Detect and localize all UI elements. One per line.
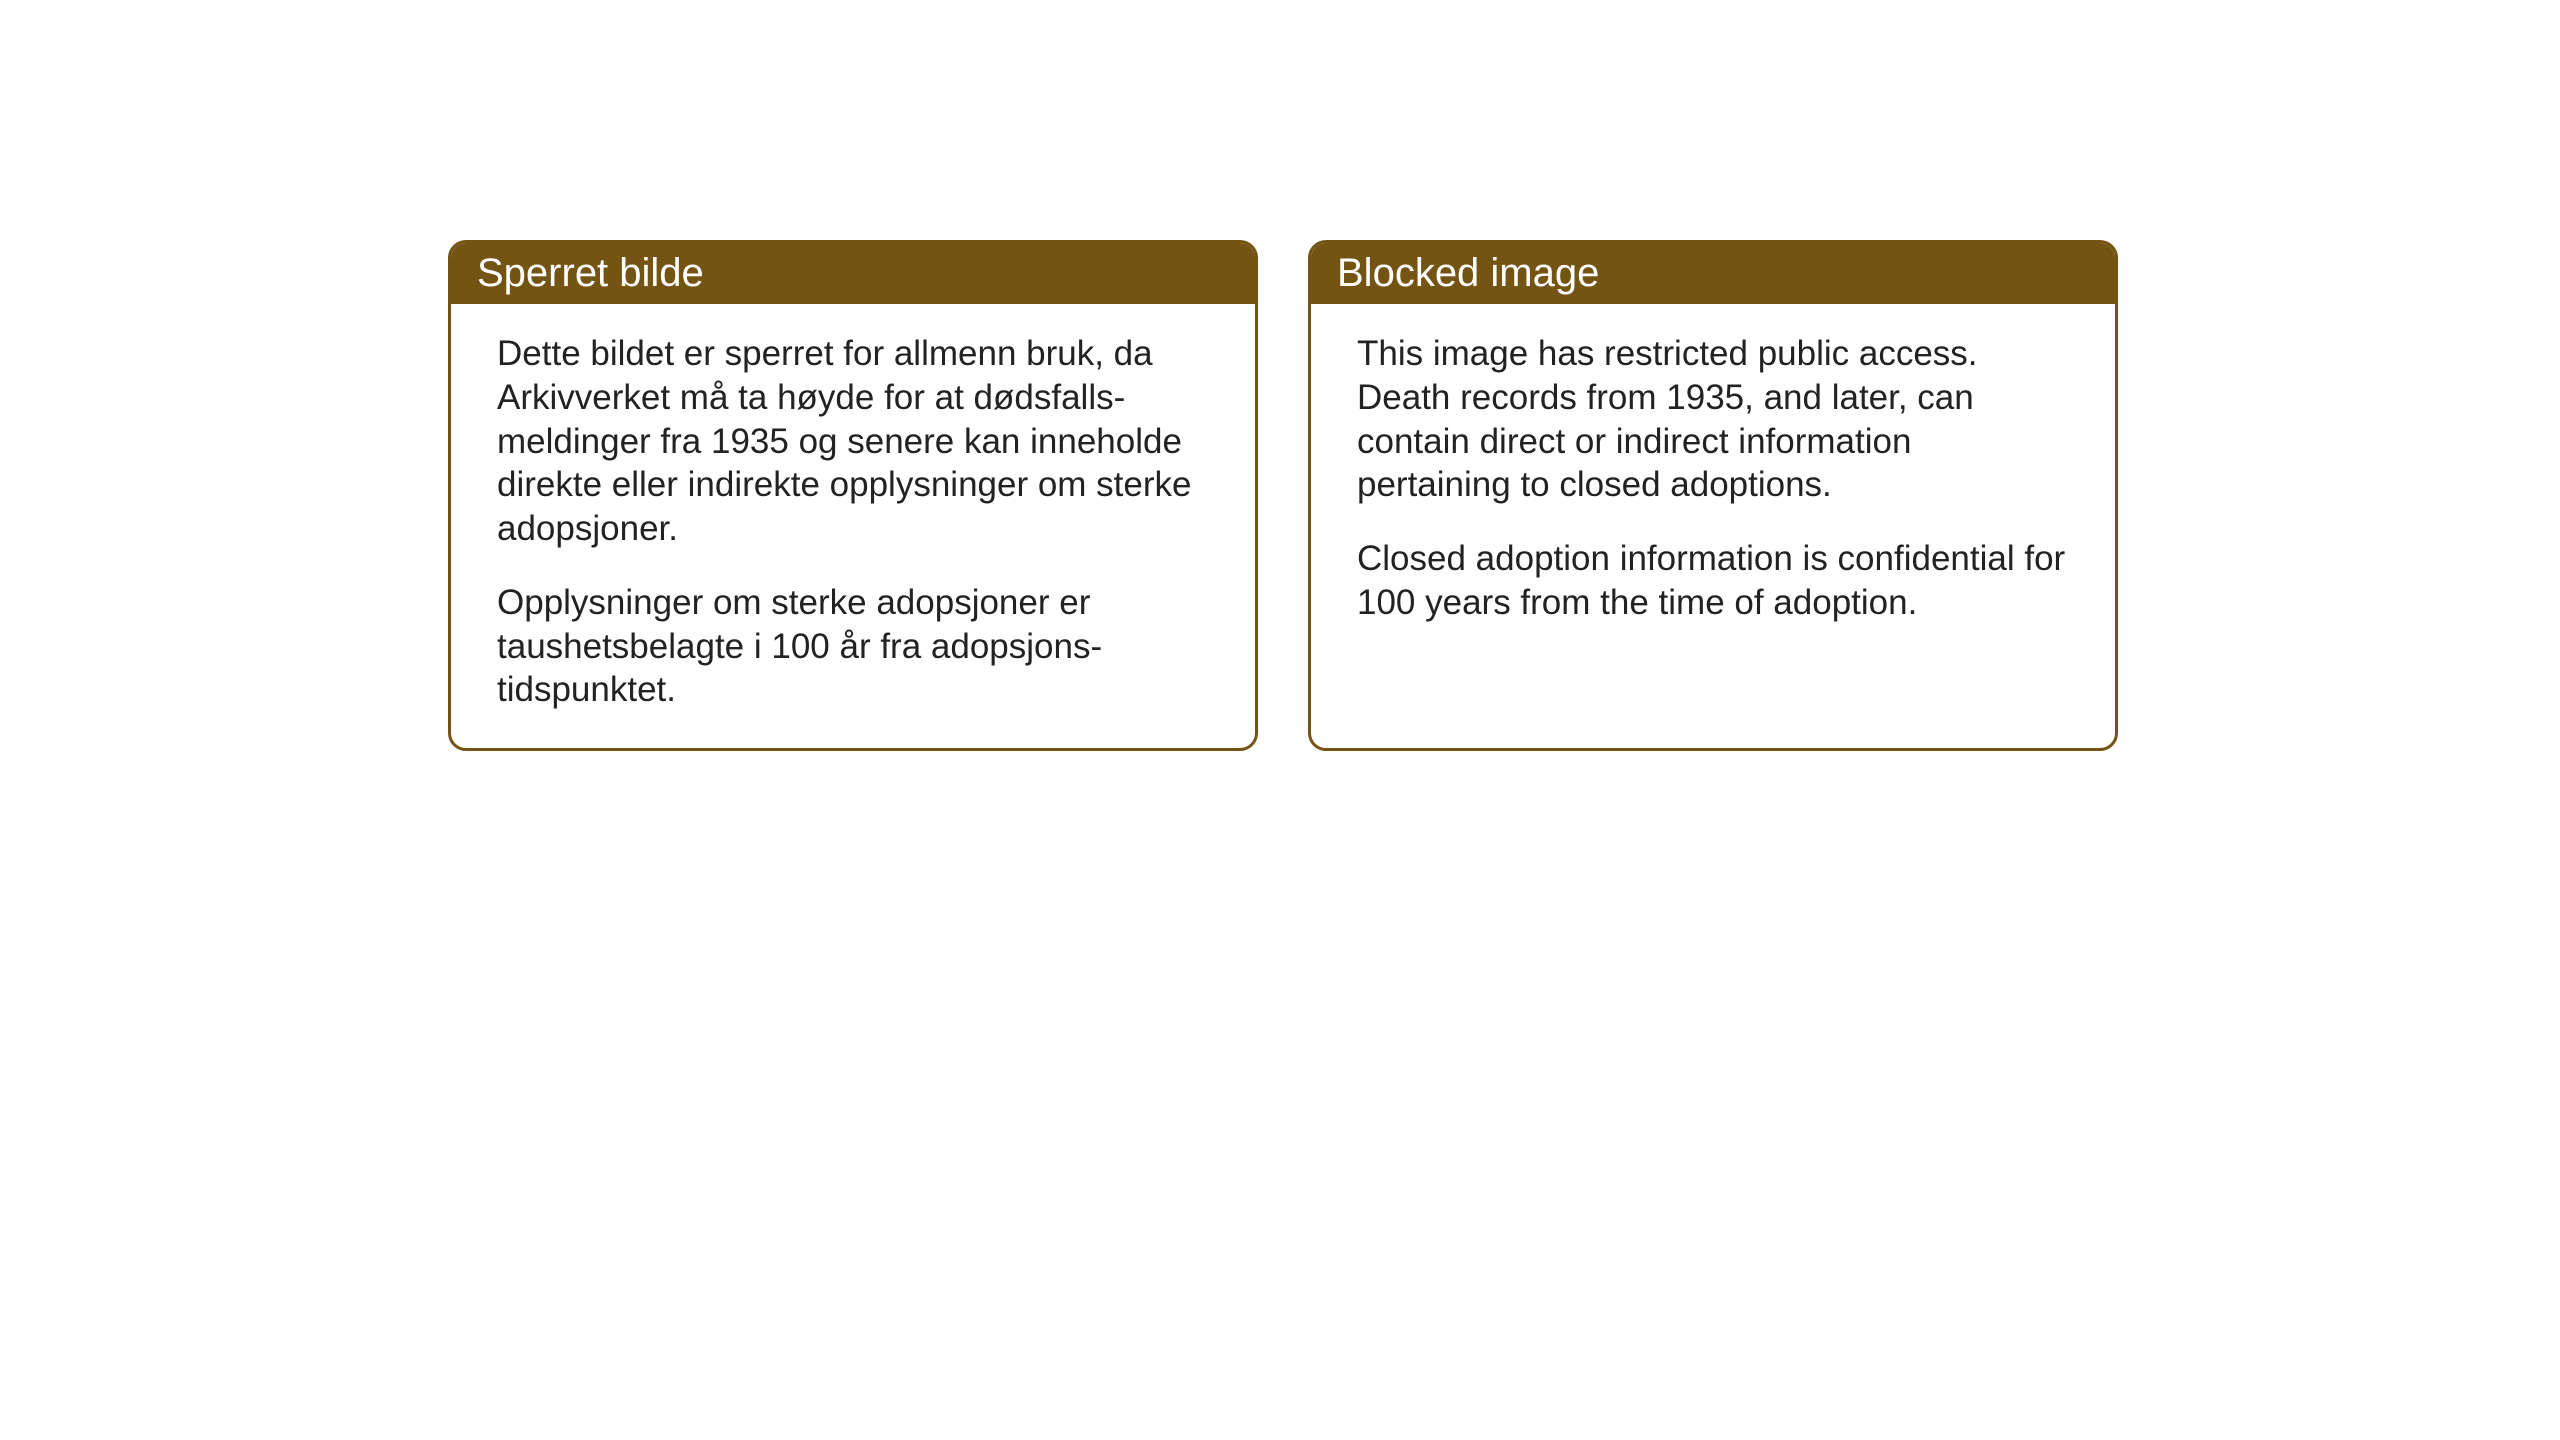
cards-container: Sperret bilde Dette bildet er sperret fo… — [448, 240, 2560, 751]
card-paragraph: Closed adoption information is confident… — [1357, 537, 2069, 625]
card-paragraph: This image has restricted public access.… — [1357, 332, 2069, 507]
card-paragraph: Opplysninger om sterke adopsjoner er tau… — [497, 581, 1209, 712]
card-body-norwegian: Dette bildet er sperret for allmenn bruk… — [451, 304, 1255, 748]
card-header-norwegian: Sperret bilde — [451, 243, 1255, 304]
card-title: Sperret bilde — [477, 251, 704, 295]
card-header-english: Blocked image — [1311, 243, 2115, 304]
card-norwegian: Sperret bilde Dette bildet er sperret fo… — [448, 240, 1258, 751]
card-body-english: This image has restricted public access.… — [1311, 304, 2115, 661]
card-title: Blocked image — [1337, 251, 1599, 295]
card-paragraph: Dette bildet er sperret for allmenn bruk… — [497, 332, 1209, 551]
card-text: Dette bildet er sperret for allmenn bruk… — [497, 332, 1209, 712]
card-english: Blocked image This image has restricted … — [1308, 240, 2118, 751]
card-text: This image has restricted public access.… — [1357, 332, 2069, 625]
